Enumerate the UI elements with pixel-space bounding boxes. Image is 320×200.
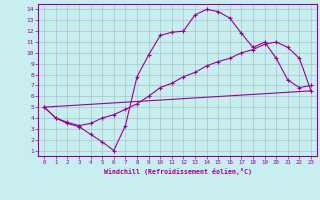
X-axis label: Windchill (Refroidissement éolien,°C): Windchill (Refroidissement éolien,°C) [104, 168, 252, 175]
